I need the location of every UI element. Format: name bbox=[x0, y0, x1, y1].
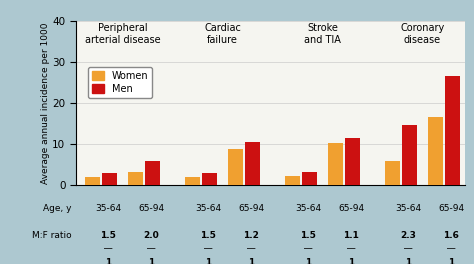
Text: 65-94: 65-94 bbox=[138, 204, 164, 213]
Text: 35-64: 35-64 bbox=[295, 204, 321, 213]
Text: Cardiac
failure: Cardiac failure bbox=[204, 23, 241, 45]
Bar bbox=[302, 172, 317, 185]
Text: 1.5: 1.5 bbox=[100, 231, 116, 240]
Text: ―: ― bbox=[104, 244, 112, 253]
Text: ―: ― bbox=[404, 244, 412, 253]
Text: 65-94: 65-94 bbox=[238, 204, 264, 213]
Bar bbox=[185, 177, 200, 185]
Legend: Women, Men: Women, Men bbox=[89, 67, 152, 98]
Text: 1.6: 1.6 bbox=[444, 231, 459, 240]
Text: 1: 1 bbox=[248, 258, 255, 264]
Text: 65-94: 65-94 bbox=[438, 204, 465, 213]
Text: ―: ― bbox=[247, 244, 255, 253]
Text: ―: ― bbox=[347, 244, 356, 253]
Text: Age, y: Age, y bbox=[44, 204, 72, 213]
Text: 1: 1 bbox=[405, 258, 411, 264]
Text: M:F ratio: M:F ratio bbox=[32, 231, 72, 240]
Text: 2.0: 2.0 bbox=[144, 231, 159, 240]
Text: 35-64: 35-64 bbox=[395, 204, 421, 213]
Bar bbox=[228, 149, 243, 185]
Bar bbox=[202, 173, 217, 185]
Text: 65-94: 65-94 bbox=[338, 204, 365, 213]
Text: 1: 1 bbox=[105, 258, 111, 264]
Text: 1.5: 1.5 bbox=[301, 231, 316, 240]
Text: ―: ― bbox=[304, 244, 312, 253]
Text: 1.1: 1.1 bbox=[344, 231, 359, 240]
Text: Stroke
and TIA: Stroke and TIA bbox=[304, 23, 341, 45]
Text: Coronary
disease: Coronary disease bbox=[401, 23, 445, 45]
Text: ―: ― bbox=[447, 244, 456, 253]
Text: 1: 1 bbox=[348, 258, 355, 264]
Bar bbox=[102, 173, 117, 185]
Text: 2.3: 2.3 bbox=[401, 231, 416, 240]
Text: 1.5: 1.5 bbox=[201, 231, 216, 240]
Bar bbox=[285, 176, 300, 185]
Text: 1: 1 bbox=[205, 258, 211, 264]
Y-axis label: Average annual incidence per 1000: Average annual incidence per 1000 bbox=[40, 22, 49, 184]
Bar bbox=[145, 161, 160, 185]
Bar bbox=[85, 177, 100, 185]
Text: ―: ― bbox=[147, 244, 155, 253]
Bar bbox=[385, 161, 400, 185]
Text: 35-64: 35-64 bbox=[195, 204, 221, 213]
Bar bbox=[128, 172, 143, 185]
Bar bbox=[428, 117, 443, 185]
Bar bbox=[345, 138, 360, 185]
Text: 1: 1 bbox=[448, 258, 455, 264]
Bar bbox=[445, 76, 460, 185]
Text: Peripheral
arterial disease: Peripheral arterial disease bbox=[84, 23, 160, 45]
Text: 1: 1 bbox=[305, 258, 311, 264]
Bar bbox=[402, 125, 417, 185]
Text: ―: ― bbox=[204, 244, 212, 253]
Bar bbox=[328, 143, 343, 185]
Bar bbox=[245, 142, 260, 185]
Text: 35-64: 35-64 bbox=[95, 204, 121, 213]
Text: 1.2: 1.2 bbox=[244, 231, 259, 240]
Text: 1: 1 bbox=[148, 258, 155, 264]
